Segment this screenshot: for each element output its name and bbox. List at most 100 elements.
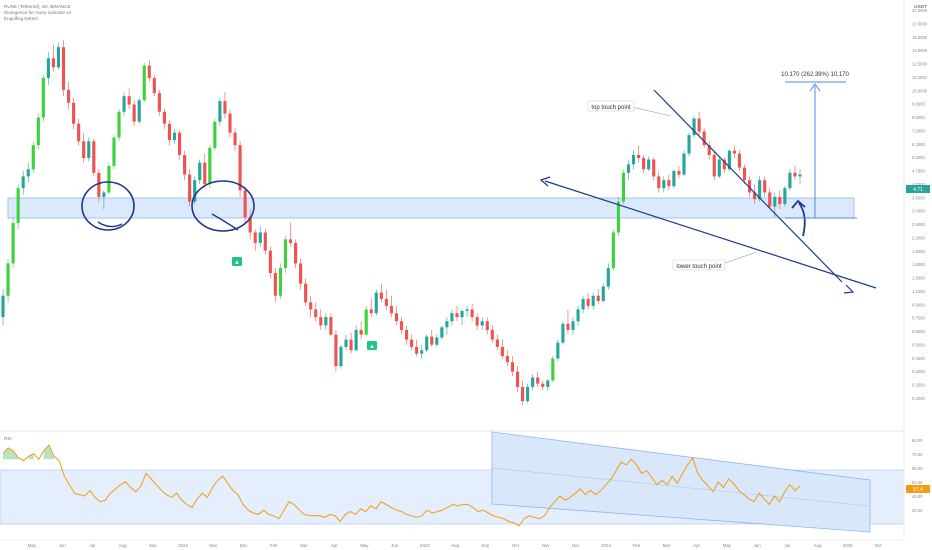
candle-body — [712, 155, 716, 177]
rsi-tag — [906, 485, 930, 493]
candle — [354, 325, 358, 352]
candle-body — [581, 298, 585, 310]
candle — [92, 138, 96, 177]
rsi-layer — [2, 444, 801, 527]
candle-body — [147, 65, 151, 79]
candle — [127, 88, 131, 109]
candle-body — [773, 196, 777, 207]
time-tick: Jun — [59, 543, 67, 548]
candle-body — [67, 89, 71, 103]
candle — [238, 141, 242, 197]
candle — [435, 334, 439, 347]
candle-body — [722, 159, 726, 170]
candle-body — [309, 302, 313, 310]
rsi-axis[interactable]: 80.00 70.00 60.00 50.00 40.00 30.00 — [912, 438, 923, 513]
candle-body — [344, 339, 348, 347]
candle — [642, 155, 646, 173]
candle-body — [263, 232, 267, 251]
candle-body — [571, 321, 575, 330]
candle — [369, 298, 373, 318]
candle — [606, 263, 610, 290]
candle-body — [177, 132, 182, 156]
candle-body — [626, 164, 631, 173]
candle-body — [404, 329, 409, 340]
candle-body — [440, 327, 444, 338]
candle-body — [430, 336, 434, 345]
price-tick: 21.0000 — [912, 8, 928, 13]
candle — [11, 217, 15, 269]
candle — [339, 344, 343, 369]
price-tick: 5.5000 — [912, 155, 925, 160]
candle-body — [526, 386, 530, 402]
price-tick: 1.6000 — [912, 262, 925, 267]
candle — [399, 317, 404, 335]
candle-body — [193, 180, 197, 202]
candle — [581, 295, 585, 314]
price-tick: 6.2500 — [912, 142, 925, 147]
candle — [768, 188, 772, 210]
candle — [314, 302, 318, 322]
candle — [51, 44, 56, 72]
candle — [374, 289, 378, 316]
time-tick: Aug — [119, 543, 127, 548]
candle — [571, 317, 575, 335]
price-tick: 11.0000 — [912, 75, 927, 80]
curved-arrow-head-icon — [791, 199, 806, 209]
candle-body — [606, 268, 610, 287]
candle — [586, 292, 590, 310]
candle — [379, 283, 383, 303]
candle-body — [596, 295, 600, 301]
candle-body — [541, 383, 545, 387]
candle-body — [117, 111, 121, 138]
top-touch-leader — [631, 106, 672, 117]
candle — [198, 159, 202, 185]
price-axis[interactable]: 21.0000 17.0000 15.5000 14.0000 12.5000 11.00… — [912, 8, 928, 401]
candle-body — [319, 317, 323, 326]
candle — [41, 74, 45, 122]
candle — [299, 258, 303, 290]
candle-body — [1, 295, 5, 318]
candle — [480, 317, 484, 330]
rsi-tick: 70.00 — [912, 452, 923, 457]
candle — [394, 305, 399, 326]
candle — [536, 371, 540, 387]
candle — [61, 40, 66, 97]
candle — [26, 162, 30, 183]
candle — [6, 258, 10, 303]
candle — [167, 119, 172, 146]
candle — [601, 283, 605, 303]
candle-body — [732, 150, 736, 154]
candle-body — [334, 334, 338, 367]
candle — [253, 229, 257, 251]
candle — [203, 153, 207, 189]
candle-body — [475, 317, 479, 326]
candle — [243, 186, 247, 224]
curved-up-arrow — [798, 202, 806, 237]
price-tick: 3.0000 — [912, 209, 925, 214]
candle-body — [520, 386, 525, 402]
candle-body — [621, 172, 626, 202]
price-tag-value: 4.71 — [913, 187, 923, 193]
candle-body — [152, 78, 156, 94]
candle-body — [465, 309, 469, 311]
time-tick: Dec — [240, 543, 249, 548]
candle — [626, 159, 631, 181]
time-axis[interactable]: May Jun Jul Aug Sep 2022 Nov Dec Feb Mar Apr May Jun… — [28, 543, 882, 548]
candle-body — [41, 78, 45, 118]
candle — [415, 339, 419, 357]
candle — [21, 171, 25, 195]
candle — [657, 171, 661, 193]
candle-body — [359, 329, 363, 335]
price-tick: 10.0000 — [912, 88, 928, 93]
candle — [218, 97, 222, 126]
candle — [637, 145, 641, 163]
candle-body — [642, 158, 646, 170]
candle-body — [329, 317, 333, 335]
candle — [334, 329, 338, 372]
circle-mark-1 — [81, 181, 135, 231]
candle — [440, 325, 444, 340]
candle-body — [188, 174, 192, 202]
candle-body — [77, 123, 81, 142]
price-tick: 7.0000 — [912, 128, 925, 133]
